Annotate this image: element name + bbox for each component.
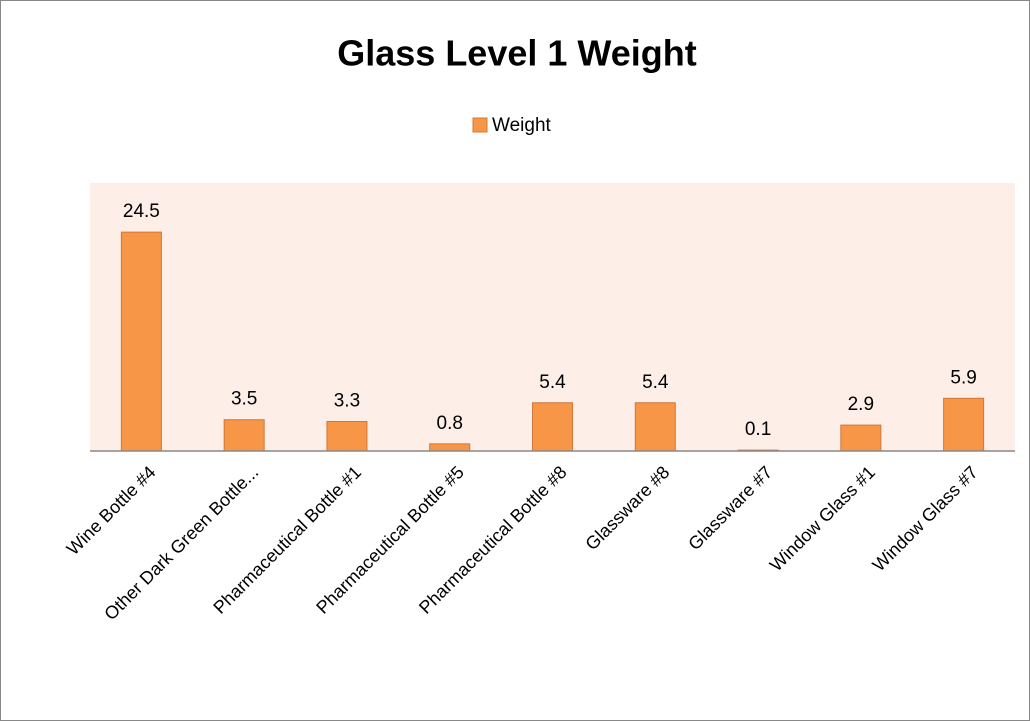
data-label: 0.1	[745, 419, 771, 440]
legend-label: Weight	[492, 115, 552, 136]
bar	[840, 424, 882, 452]
bar	[634, 402, 676, 452]
data-label: 5.4	[539, 372, 566, 393]
bar	[223, 419, 265, 452]
bar	[429, 443, 471, 452]
data-label: 0.8	[437, 413, 463, 434]
bar	[120, 231, 162, 452]
bar	[532, 402, 573, 452]
data-label: 5.9	[950, 367, 976, 388]
legend-swatch	[472, 117, 488, 133]
data-label: 3.3	[334, 391, 360, 412]
data-label: 2.9	[848, 394, 874, 415]
data-label: 5.4	[642, 372, 669, 393]
bar	[326, 421, 368, 452]
data-label: 3.5	[231, 389, 257, 410]
data-label: 24.5	[123, 201, 160, 222]
chart-title: Glass Level 1 Weight	[337, 33, 696, 74]
bar	[943, 397, 985, 452]
